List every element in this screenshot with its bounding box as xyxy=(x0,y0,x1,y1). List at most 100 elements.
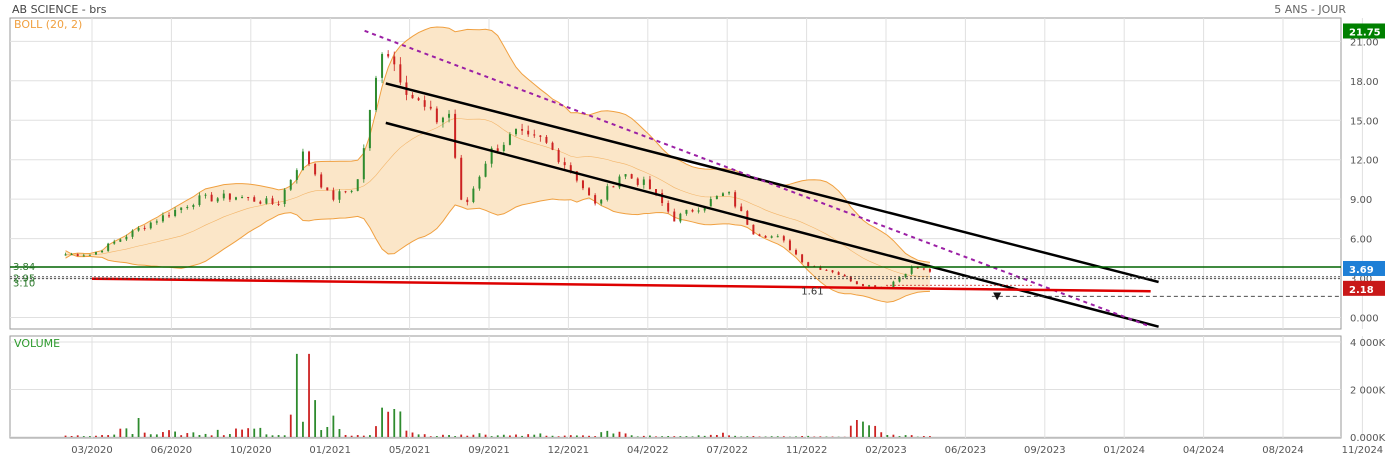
trend-line-channel-bottom xyxy=(385,121,1159,328)
candle-body xyxy=(234,197,237,200)
volume-bar xyxy=(247,428,250,437)
x-tick-label: 11/2024 xyxy=(1342,445,1384,456)
volume-bar xyxy=(649,435,651,437)
volume-bar xyxy=(691,436,694,437)
volume-bar xyxy=(192,432,195,437)
price-labels: 21.75 3.69 2.18 3.842.953.10 xyxy=(13,23,1385,296)
volume-bar xyxy=(289,414,292,437)
volume-bar xyxy=(685,436,688,437)
candle-body xyxy=(770,236,773,238)
volume-bar xyxy=(107,435,110,437)
candle-body xyxy=(368,109,371,149)
volume-bar xyxy=(125,428,128,437)
volume-bar xyxy=(82,436,85,437)
candle-body xyxy=(125,236,128,240)
candle-body xyxy=(618,176,621,188)
candle-body xyxy=(149,222,152,229)
candle-body xyxy=(904,273,907,278)
volume-bar xyxy=(326,426,329,437)
y-tick-label: 12.00 xyxy=(1350,156,1379,167)
candle-body xyxy=(411,94,414,99)
candle-body xyxy=(868,285,871,287)
candle-body xyxy=(265,198,268,204)
volume-bar xyxy=(143,432,146,437)
volume-bar xyxy=(734,435,737,437)
volume-bar xyxy=(819,436,822,437)
volume-bar xyxy=(295,353,298,437)
candle-body xyxy=(204,194,207,196)
candle-body xyxy=(807,262,810,267)
candle-body xyxy=(740,206,743,212)
candle-body xyxy=(630,174,633,179)
volume-bar xyxy=(776,436,779,437)
left-value-label: 3.10 xyxy=(13,279,35,290)
candle-body xyxy=(527,130,530,135)
candle-body xyxy=(82,255,85,257)
volume-bar xyxy=(661,436,663,437)
volume-bar xyxy=(356,435,359,437)
candle-body xyxy=(247,196,250,198)
candle-body xyxy=(612,186,615,188)
candle-body xyxy=(764,235,767,238)
candle-body xyxy=(338,191,341,200)
volume-bar xyxy=(101,435,103,437)
candle-body xyxy=(667,203,670,212)
volume-bar xyxy=(308,353,310,437)
candle-body xyxy=(892,281,895,288)
volume-bar xyxy=(673,436,676,437)
volume-bar xyxy=(886,435,889,437)
volume-bar xyxy=(521,435,523,437)
candle-body xyxy=(64,254,67,256)
volume-bar xyxy=(929,436,931,437)
x-tick-label: 09/2023 xyxy=(1024,445,1066,456)
volume-bar xyxy=(411,432,414,437)
x-tick-label: 06/2020 xyxy=(151,445,193,456)
candle-body xyxy=(679,213,682,222)
candle-body xyxy=(174,210,177,216)
candle-body xyxy=(728,192,731,194)
candle-body xyxy=(801,254,804,263)
candle-body xyxy=(429,106,432,109)
volume-bar xyxy=(88,436,91,437)
candle-body xyxy=(222,193,225,199)
price-tag-label: 21.75 xyxy=(1349,27,1381,38)
volume-bar xyxy=(448,435,450,437)
volume-bar xyxy=(722,432,724,437)
volume-bar xyxy=(636,436,639,437)
candle-body xyxy=(861,284,864,287)
x-tick-label: 01/2021 xyxy=(309,445,351,456)
x-tick-label: 01/2024 xyxy=(1103,445,1145,456)
volume-bar xyxy=(527,434,530,437)
candle-body xyxy=(417,98,420,101)
candle-body xyxy=(381,54,384,78)
candle-body xyxy=(192,205,195,207)
volume-bar xyxy=(612,433,615,437)
candle-body xyxy=(703,206,706,211)
candle-body xyxy=(143,227,146,229)
candle-body xyxy=(216,198,219,202)
candle-body xyxy=(344,191,347,193)
candle-body xyxy=(76,254,79,257)
volume-bar xyxy=(600,432,603,437)
volume-tick-label: 4 000K xyxy=(1350,338,1386,349)
trend-line-channel-top xyxy=(385,82,1159,284)
x-tick-label: 02/2023 xyxy=(865,445,907,456)
volume-bar xyxy=(703,435,706,437)
candle-body xyxy=(350,190,353,192)
volume-bar xyxy=(715,434,718,437)
candle-body xyxy=(259,201,262,204)
candle-body xyxy=(301,151,304,171)
axis-ticks: 0.000 3.00 6.00 9.00 12.00 15.00 18.00 21.00 0.0… xyxy=(71,37,1385,456)
x-tick-label: 10/2020 xyxy=(230,445,272,456)
volume-bar xyxy=(302,421,304,437)
candles xyxy=(64,50,931,288)
volume-bar xyxy=(569,435,572,437)
volume-bar xyxy=(874,425,877,437)
volume-bar xyxy=(387,411,390,437)
candle-body xyxy=(563,162,566,166)
candle-body xyxy=(697,210,700,212)
volume-bar xyxy=(369,435,371,437)
x-tick-label: 06/2023 xyxy=(945,445,987,456)
bollinger-label: BOLL (20, 2) xyxy=(14,18,82,31)
volume-bar xyxy=(131,434,134,437)
